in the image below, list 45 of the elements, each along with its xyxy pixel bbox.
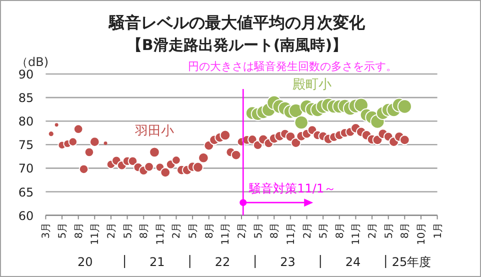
text: 20: [77, 255, 93, 269]
text: 24: [345, 255, 361, 269]
x-tick-label: 11月: [90, 222, 102, 246]
y-tick-label: 80: [18, 114, 34, 129]
x-tick-label: 5月: [253, 222, 264, 239]
y-tick-label: 90: [18, 68, 34, 82]
x-tick-label: 8月: [139, 222, 150, 239]
annotation: 騒音対策11/1～: [248, 182, 336, 196]
x-tick-label: 10月: [416, 222, 428, 246]
chart-title: 騒音レベルの最大値平均の月次変化: [108, 13, 366, 32]
x-tick-label: 5月: [318, 222, 330, 239]
x-tick-label: 8月: [334, 222, 346, 239]
y-tick-label: 65: [18, 185, 34, 200]
y-tick-label: 75: [18, 138, 34, 152]
x-tick-label: 11月: [351, 222, 362, 246]
x-tick-label: 8月: [74, 222, 85, 239]
x-tick-label: 11月: [220, 222, 232, 246]
x-tick-label: 1月: [432, 222, 444, 239]
x-tick-label: 11月: [286, 222, 297, 246]
x-tick-label: 3月: [41, 222, 52, 239]
x-tick-label: 2月: [172, 222, 183, 239]
x-tick-label: 5月: [384, 222, 395, 239]
text: 22: [214, 255, 230, 269]
text: 23: [280, 255, 296, 269]
series-label: 殿町小: [292, 77, 332, 92]
y-tick-label: 70: [18, 162, 34, 176]
x-tick-label: 5月: [58, 222, 69, 239]
y-tick-label: 60: [18, 208, 34, 223]
x-tick-label: 11月: [155, 222, 166, 246]
x-tick-label: 2月: [302, 222, 314, 239]
y-tick-label: 85: [18, 91, 34, 106]
text: 21: [150, 255, 165, 269]
text: 25年度: [392, 255, 432, 269]
x-tick-label: 5月: [188, 222, 200, 239]
text: 円の大きさは騒音発生回数の多さを示す。: [188, 60, 397, 73]
x-tick-label: 2月: [368, 222, 379, 239]
series-label: 羽田小: [134, 124, 174, 140]
y-axis-title: （dB): [16, 55, 49, 69]
x-tick-label: 5月: [122, 222, 134, 239]
x-tick-label: 2月: [237, 222, 248, 239]
chart-subtitle: 【B滑走路出発ルート(南風時)】: [126, 36, 348, 54]
x-tick-label: 2月: [106, 222, 118, 239]
x-tick-label: 8月: [204, 222, 216, 239]
x-tick-label: 8月: [400, 222, 412, 239]
x-tick-label: 8月: [270, 222, 281, 239]
